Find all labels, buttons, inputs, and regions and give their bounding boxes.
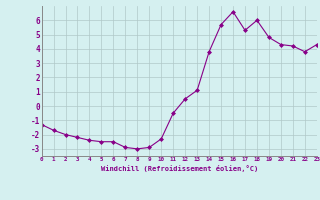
X-axis label: Windchill (Refroidissement éolien,°C): Windchill (Refroidissement éolien,°C) [100,165,258,172]
